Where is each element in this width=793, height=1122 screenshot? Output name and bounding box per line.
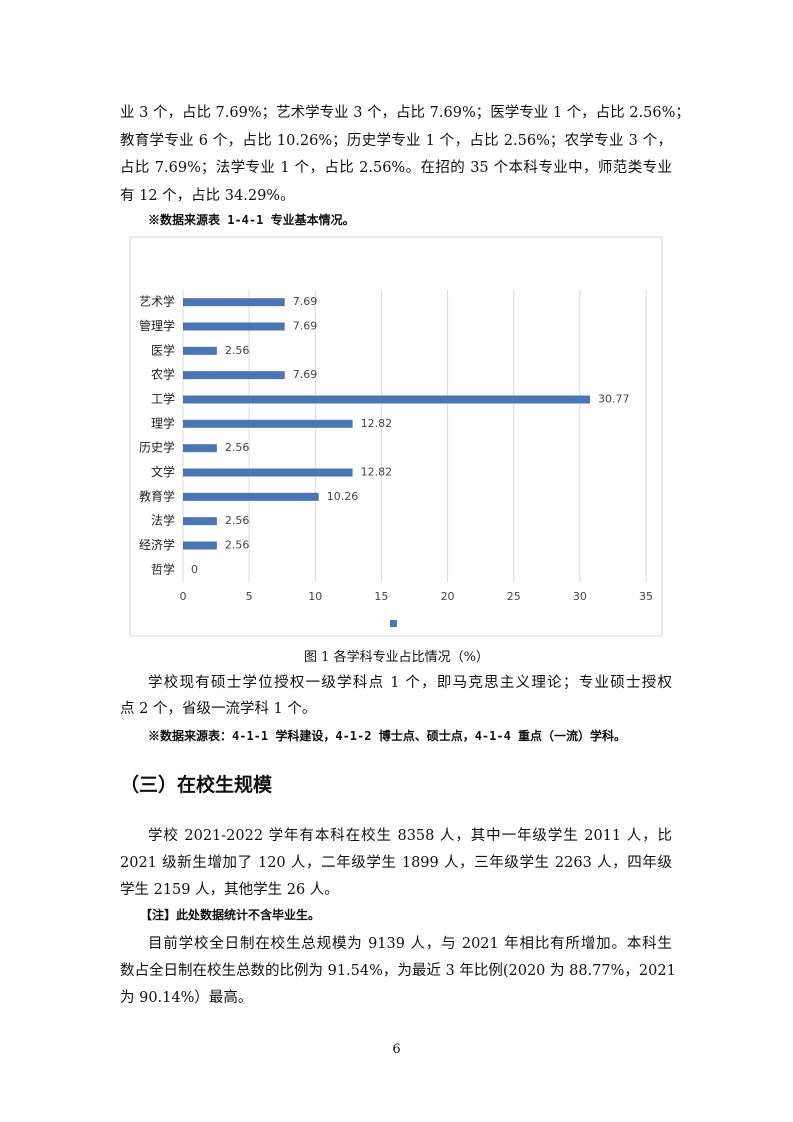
y-tick-label: 医学 — [151, 342, 175, 357]
bar — [183, 346, 217, 355]
data-label: 12.82 — [361, 417, 393, 430]
y-tick-label: 工学 — [151, 391, 175, 406]
x-tick-label: 25 — [507, 590, 521, 603]
bar — [183, 298, 285, 307]
data-label: 2.56 — [225, 344, 250, 357]
x-tick-label: 20 — [441, 590, 455, 603]
x-tick-label: 5 — [246, 590, 253, 603]
data-label: 2.56 — [225, 441, 250, 454]
page-number: 6 — [392, 1042, 401, 1057]
bar — [183, 395, 591, 404]
data-label: 30.77 — [598, 393, 630, 406]
paragraph-line: 有 12 个，占比 34.29%。 — [120, 187, 295, 204]
y-tick-label: 文学 — [151, 464, 175, 479]
paragraph-line: 学校现有硕士学位授权一级学科点 1 个，即马克思主义理论；专业硕士授权 — [148, 675, 672, 691]
legend-swatch — [390, 620, 397, 627]
bar — [183, 492, 319, 501]
source-note: ※数据来源表 1-4-1 专业基本情况。 — [148, 213, 355, 227]
data-label: 2.56 — [225, 539, 250, 552]
chart-frame — [129, 236, 663, 637]
data-label: 7.69 — [293, 320, 318, 333]
y-tick-label: 教育学 — [139, 488, 175, 503]
paragraph-line: 教育学专业 6 个，占比 10.26%；历史学专业 1 个，占比 2.56%；农… — [120, 132, 672, 149]
bar — [183, 444, 217, 453]
y-tick-label: 理学 — [151, 415, 175, 430]
y-tick-label: 农学 — [151, 367, 175, 382]
note: 【注】此处数据统计不含毕业生。 — [140, 908, 321, 922]
x-tick-label: 10 — [308, 590, 322, 603]
figure-caption: 图 1 各学科专业占比情况（%） — [304, 650, 489, 665]
x-tick-label: 35 — [639, 590, 653, 603]
x-tick-label: 15 — [374, 590, 388, 603]
bar — [183, 419, 353, 428]
y-tick-label: 哲学 — [151, 561, 175, 576]
y-tick-label: 法学 — [151, 513, 175, 528]
x-tick-label: 0 — [180, 590, 187, 603]
data-label: 2.56 — [225, 514, 250, 527]
data-label: 7.69 — [293, 368, 318, 381]
y-tick-label: 管理学 — [139, 318, 175, 333]
bar — [183, 322, 285, 331]
paragraph-line: 为 90.14%）最高。 — [120, 990, 253, 1006]
data-label: 12.82 — [361, 466, 393, 479]
section-heading: （三）在校生规模 — [120, 774, 273, 796]
y-tick-label: 艺术学 — [139, 294, 175, 309]
paragraph-line: 占比 7.69%；法学专业 1 个，占比 2.56%。在招的 35 个本科专业中… — [120, 160, 672, 176]
bar — [183, 468, 353, 477]
bar — [183, 371, 285, 380]
paragraph-line: 学生 2159 人，其他学生 26 人。 — [120, 882, 339, 898]
y-tick-label: 历史学 — [139, 440, 175, 455]
y-tick-label: 经济学 — [139, 537, 175, 552]
bar — [183, 541, 217, 550]
paragraph-line: 业 3 个，占比 7.69%；艺术学专业 3 个，占比 7.69%；医学专业 1… — [120, 105, 690, 121]
bar — [183, 517, 217, 526]
paragraph-line: 点 2 个，省级一流学科 1 个。 — [120, 701, 317, 717]
data-label: 7.69 — [293, 295, 318, 308]
data-label: 0 — [191, 563, 198, 576]
paragraph-line: 数占全日制在校生总数的比例为 91.54%，为最近 3 年比例(2020 为 8… — [120, 963, 676, 979]
data-label: 10.26 — [327, 490, 359, 503]
paragraph-line: 目前学校全日制在校生总规模为 9139 人，与 2021 年相比有所增加。本科生 — [148, 936, 672, 952]
x-tick-label: 30 — [573, 590, 587, 603]
source-note: ※数据来源表：4-1-1 学科建设，4-1-2 博士点、硕士点，4-1-4 重点… — [148, 729, 627, 743]
paragraph-line: 学校 2021-2022 学年有本科在校生 8358 人，其中一年级学生 201… — [148, 828, 672, 844]
paragraph-line: 2021 级新生增加了 120 人，二年级学生 1899 人，三年级学生 226… — [120, 855, 672, 871]
